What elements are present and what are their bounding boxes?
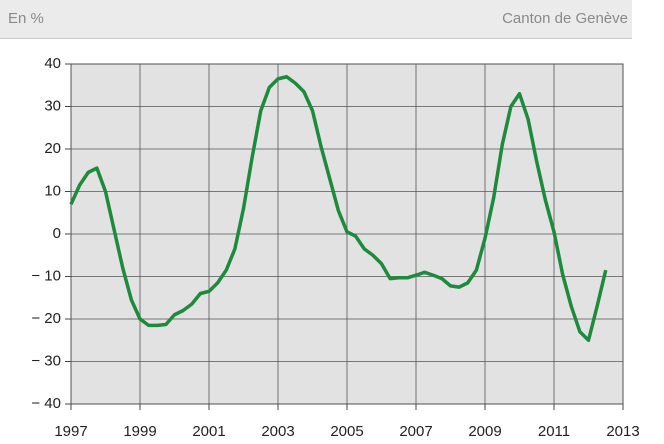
y-tick-label: − 40 bbox=[31, 395, 61, 412]
x-tick-label: 2009 bbox=[468, 423, 501, 440]
x-tick-label: 2003 bbox=[261, 423, 294, 440]
x-tick-label: 1997 bbox=[54, 423, 87, 440]
y-tick-label: 30 bbox=[44, 97, 61, 114]
header: En % Canton de Genève bbox=[0, 0, 632, 39]
y-tick-label: − 10 bbox=[31, 267, 61, 284]
region-label: Canton de Genève bbox=[502, 10, 628, 27]
y-tick-label: − 20 bbox=[31, 310, 61, 327]
y-tick-label: 0 bbox=[53, 225, 61, 242]
y-tick-label: 40 bbox=[44, 55, 61, 72]
x-tick-label: 2007 bbox=[399, 423, 432, 440]
y-tick-label: − 30 bbox=[31, 352, 61, 369]
x-tick-label: 2013 bbox=[606, 423, 639, 440]
x-tick-label: 2011 bbox=[538, 423, 570, 440]
data-line bbox=[69, 75, 608, 342]
x-tick-label: 1999 bbox=[123, 423, 156, 440]
x-tick-label: 2005 bbox=[330, 423, 363, 440]
y-tick-label: 10 bbox=[44, 182, 61, 199]
x-tick-label: 2001 bbox=[192, 423, 225, 440]
unit-label: En % bbox=[8, 10, 44, 27]
y-tick-label: 20 bbox=[44, 140, 61, 157]
